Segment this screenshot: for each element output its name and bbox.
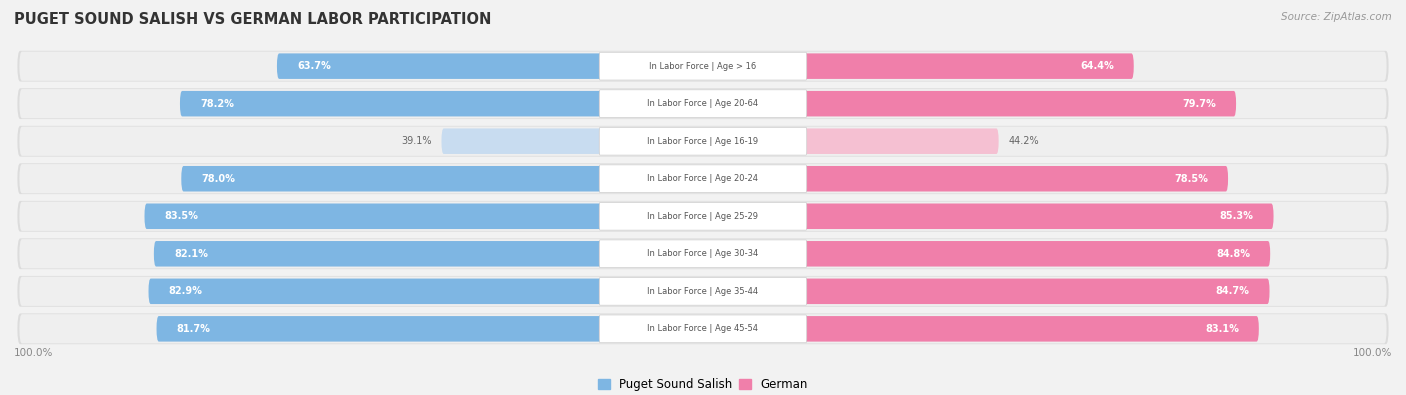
Text: 100.0%: 100.0% xyxy=(14,348,53,357)
Text: 81.7%: 81.7% xyxy=(177,324,211,334)
FancyBboxPatch shape xyxy=(599,90,807,118)
FancyBboxPatch shape xyxy=(599,241,1270,267)
FancyBboxPatch shape xyxy=(599,128,998,154)
FancyBboxPatch shape xyxy=(156,316,807,342)
Text: In Labor Force | Age 30-34: In Labor Force | Age 30-34 xyxy=(647,249,759,258)
Text: 78.2%: 78.2% xyxy=(200,99,233,109)
FancyBboxPatch shape xyxy=(599,166,1227,192)
Text: 44.2%: 44.2% xyxy=(1008,136,1039,146)
FancyBboxPatch shape xyxy=(145,203,807,229)
FancyBboxPatch shape xyxy=(599,52,807,80)
FancyBboxPatch shape xyxy=(17,51,1389,81)
FancyBboxPatch shape xyxy=(17,201,1389,231)
Text: In Labor Force | Age 16-19: In Labor Force | Age 16-19 xyxy=(647,137,759,146)
FancyBboxPatch shape xyxy=(153,241,807,267)
Text: 100.0%: 100.0% xyxy=(1353,348,1392,357)
FancyBboxPatch shape xyxy=(20,201,1386,231)
Text: 83.5%: 83.5% xyxy=(165,211,198,221)
Text: 82.9%: 82.9% xyxy=(169,286,202,296)
FancyBboxPatch shape xyxy=(599,278,1270,304)
Text: 78.5%: 78.5% xyxy=(1174,174,1208,184)
Text: In Labor Force | Age 25-29: In Labor Force | Age 25-29 xyxy=(648,212,758,221)
Text: In Labor Force | Age 45-54: In Labor Force | Age 45-54 xyxy=(648,324,758,333)
FancyBboxPatch shape xyxy=(599,240,807,268)
Text: Source: ZipAtlas.com: Source: ZipAtlas.com xyxy=(1281,12,1392,22)
Text: In Labor Force | Age 35-44: In Labor Force | Age 35-44 xyxy=(647,287,759,296)
Text: 83.1%: 83.1% xyxy=(1205,324,1239,334)
FancyBboxPatch shape xyxy=(599,202,807,230)
FancyBboxPatch shape xyxy=(599,315,807,343)
Text: 85.3%: 85.3% xyxy=(1219,211,1254,221)
FancyBboxPatch shape xyxy=(599,53,1133,79)
FancyBboxPatch shape xyxy=(149,278,807,304)
FancyBboxPatch shape xyxy=(17,88,1389,119)
FancyBboxPatch shape xyxy=(20,276,1386,306)
FancyBboxPatch shape xyxy=(180,91,807,117)
Text: PUGET SOUND SALISH VS GERMAN LABOR PARTICIPATION: PUGET SOUND SALISH VS GERMAN LABOR PARTI… xyxy=(14,12,492,27)
FancyBboxPatch shape xyxy=(17,239,1389,269)
FancyBboxPatch shape xyxy=(20,126,1386,156)
Text: 79.7%: 79.7% xyxy=(1182,99,1216,109)
FancyBboxPatch shape xyxy=(20,89,1386,118)
Text: 63.7%: 63.7% xyxy=(297,61,330,71)
FancyBboxPatch shape xyxy=(599,277,807,305)
Legend: Puget Sound Salish, German: Puget Sound Salish, German xyxy=(593,373,813,395)
FancyBboxPatch shape xyxy=(20,51,1386,81)
Text: 64.4%: 64.4% xyxy=(1080,61,1114,71)
FancyBboxPatch shape xyxy=(599,203,1274,229)
Text: In Labor Force | Age > 16: In Labor Force | Age > 16 xyxy=(650,62,756,71)
Text: 84.7%: 84.7% xyxy=(1216,286,1250,296)
FancyBboxPatch shape xyxy=(277,53,807,79)
FancyBboxPatch shape xyxy=(599,165,807,193)
FancyBboxPatch shape xyxy=(20,314,1386,344)
FancyBboxPatch shape xyxy=(441,128,807,154)
FancyBboxPatch shape xyxy=(17,164,1389,194)
Text: 78.0%: 78.0% xyxy=(201,174,235,184)
Text: 39.1%: 39.1% xyxy=(401,136,432,146)
FancyBboxPatch shape xyxy=(599,127,807,155)
Text: In Labor Force | Age 20-64: In Labor Force | Age 20-64 xyxy=(647,99,759,108)
FancyBboxPatch shape xyxy=(181,166,807,192)
Text: 82.1%: 82.1% xyxy=(174,249,208,259)
FancyBboxPatch shape xyxy=(17,314,1389,344)
Text: In Labor Force | Age 20-24: In Labor Force | Age 20-24 xyxy=(648,174,758,183)
FancyBboxPatch shape xyxy=(599,91,1236,117)
FancyBboxPatch shape xyxy=(20,164,1386,194)
FancyBboxPatch shape xyxy=(599,316,1258,342)
Text: 84.8%: 84.8% xyxy=(1216,249,1250,259)
FancyBboxPatch shape xyxy=(17,276,1389,307)
FancyBboxPatch shape xyxy=(17,126,1389,156)
FancyBboxPatch shape xyxy=(20,239,1386,269)
